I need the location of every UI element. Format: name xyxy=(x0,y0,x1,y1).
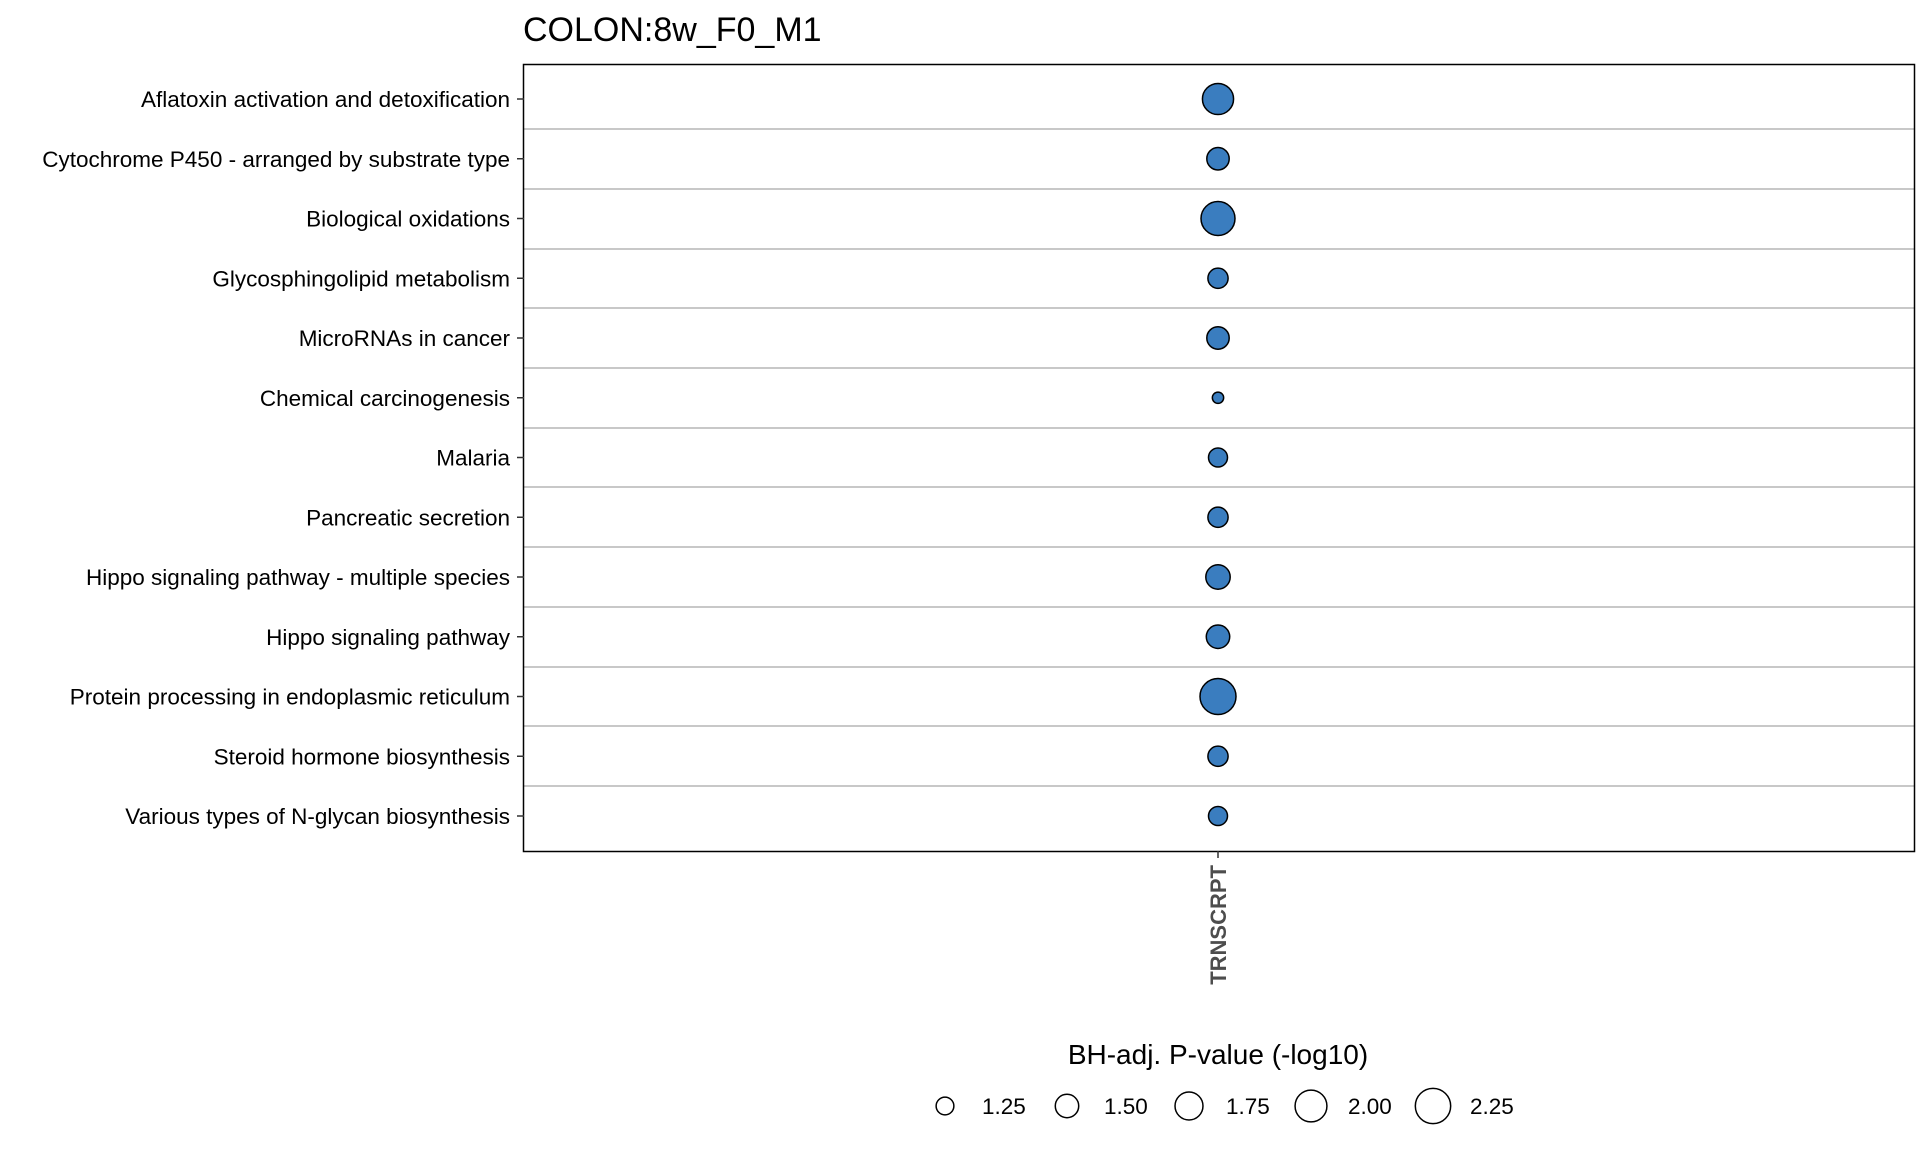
data-point xyxy=(1207,506,1229,529)
data-point xyxy=(1205,564,1231,590)
y-tick-label: Biological oxidations xyxy=(306,207,510,232)
data-point xyxy=(1199,677,1237,716)
y-tick-label: Cytochrome P450 - arranged by substrate … xyxy=(42,147,510,172)
data-point xyxy=(1207,447,1229,468)
y-axis: Aflatoxin activation and detoxification C… xyxy=(42,87,524,829)
legend-label: 1.75 xyxy=(1226,1094,1270,1119)
y-tick-label: MicroRNAs in cancer xyxy=(299,326,511,351)
y-tick-label: Aflatoxin activation and detoxification xyxy=(141,87,510,112)
y-tick-label: Protein processing in endoplasmic reticu… xyxy=(70,685,510,710)
data-point xyxy=(1207,267,1229,290)
grid-lines xyxy=(524,128,1914,787)
y-tick-label: Glycosphingolipid metabolism xyxy=(212,266,510,291)
legend-label: 1.25 xyxy=(982,1094,1026,1119)
data-point xyxy=(1206,326,1230,350)
y-tick-label: Various types of N-glycan biosynthesis xyxy=(125,804,510,829)
data-point xyxy=(1207,745,1229,768)
legend-key xyxy=(935,1096,955,1116)
data-point xyxy=(1201,82,1235,116)
y-tick-label: Steroid hormone biosynthesis xyxy=(214,744,510,769)
y-tick-label: Chemical carcinogenesis xyxy=(260,386,510,411)
data-point xyxy=(1200,200,1236,237)
y-tick-label: Hippo signaling pathway xyxy=(266,625,511,650)
legend-key xyxy=(1174,1091,1204,1121)
legend-label: 2.25 xyxy=(1470,1094,1514,1119)
size-legend-title: BH-adj. P-value (-log10) xyxy=(1068,1039,1368,1070)
legend-key xyxy=(1414,1087,1452,1125)
data-point xyxy=(1205,624,1231,650)
data-point xyxy=(1206,146,1230,171)
legend-key xyxy=(1294,1089,1328,1123)
data-point xyxy=(1211,391,1225,405)
chart-title: COLON:8w_F0_M1 xyxy=(523,11,822,49)
y-tick-label: Pancreatic secretion xyxy=(306,505,510,530)
y-tick-label: Hippo signaling pathway - multiple speci… xyxy=(86,565,510,590)
x-axis: TRNSCRPT xyxy=(1206,851,1231,985)
x-tick-label: TRNSCRPT xyxy=(1206,864,1231,984)
data-point xyxy=(1207,805,1229,827)
legend-label: 1.50 xyxy=(1104,1094,1148,1119)
legend-key xyxy=(1054,1093,1080,1119)
legend-label: 2.00 xyxy=(1348,1094,1392,1119)
size-legend: 1.25 1.50 1.75 2.00 2.25 xyxy=(935,1087,1514,1125)
y-tick-label: Malaria xyxy=(436,446,510,471)
data-points xyxy=(1199,82,1237,827)
